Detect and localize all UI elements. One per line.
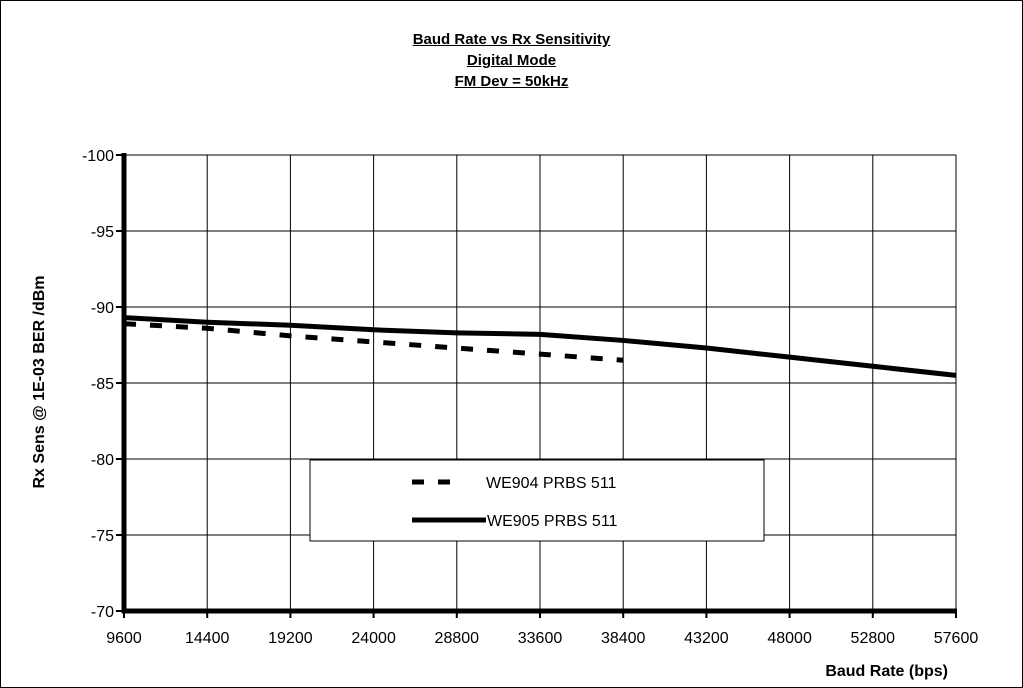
- x-tick-label: 33600: [518, 630, 563, 647]
- y-tick-label: -90: [91, 300, 114, 317]
- x-tick-label: 14400: [185, 630, 230, 647]
- y-tick-label: -80: [91, 452, 114, 469]
- legend-label-we905: WE905 PRBS 511: [487, 513, 618, 530]
- chart-title-line-2: Digital Mode: [466, 52, 557, 69]
- x-tick-label: 19200: [268, 630, 313, 647]
- legend-label-we904: WE904 PRBS 511: [486, 475, 617, 492]
- legend-box: [309, 459, 765, 542]
- x-tick-labels: 9600 14400 19200 24000 28800 33600 38400 43200 4…: [106, 611, 978, 647]
- x-tick-label: 24000: [351, 630, 396, 647]
- y-tick-label: -75: [91, 528, 114, 545]
- x-tick-label: 38400: [601, 630, 646, 647]
- grid-lines: [124, 154, 957, 611]
- legend: WE904 PRBS 511 WE905 PRBS 511: [309, 459, 765, 542]
- x-tick-label: 52800: [851, 630, 896, 647]
- x-tick-label: 43200: [684, 630, 729, 647]
- x-tick-label: 57600: [934, 630, 979, 647]
- y-tick-label: -95: [91, 224, 114, 241]
- y-tick-label: -85: [91, 376, 114, 393]
- chart-title-line-3: FM Dev = 50kHz: [454, 73, 569, 90]
- x-tick-label: 48000: [767, 630, 812, 647]
- y-tick-labels: -100 -95 -90 -85 -80 -75 -70: [82, 148, 124, 621]
- y-axis-title: Rx Sens @ 1E-03 BER /dBm: [31, 276, 48, 489]
- y-tick-label: -70: [91, 604, 114, 621]
- x-tick-label: 28800: [435, 630, 480, 647]
- x-tick-label: 9600: [106, 630, 142, 647]
- chart-title-line-1: Baud Rate vs Rx Sensitivity: [412, 31, 611, 48]
- x-axis-title: Baud Rate (bps): [825, 663, 948, 680]
- y-tick-label: -100: [82, 148, 114, 165]
